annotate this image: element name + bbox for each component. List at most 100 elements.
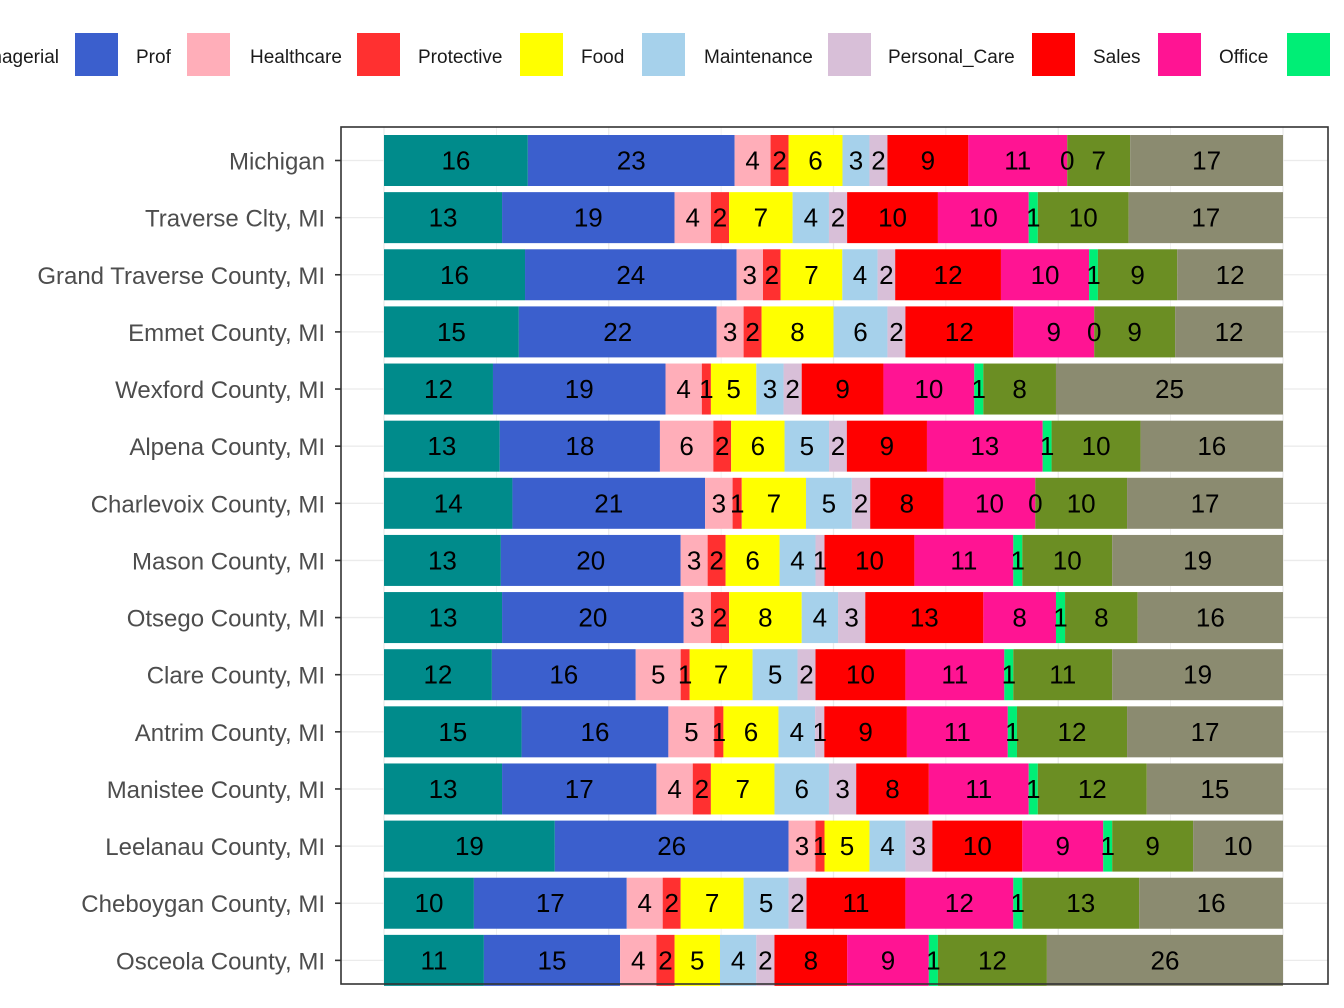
data-label-construction: 9 <box>1130 260 1144 290</box>
bar-segment-office <box>983 592 1056 644</box>
data-label-office: 9 <box>1056 831 1070 861</box>
data-label-maintenance: 4 <box>813 603 827 633</box>
data-label-construction: 9 <box>1145 831 1159 861</box>
bar-segment-office <box>1022 820 1104 872</box>
y-tick-label: Manistee County, MI <box>107 777 325 804</box>
data-label-personal-care: 1 <box>813 717 827 747</box>
data-label-prof: 23 <box>617 146 646 176</box>
data-label-protective: 2 <box>695 774 709 804</box>
data-label-office: 12 <box>945 888 974 918</box>
data-label-healthcare: 3 <box>712 488 726 518</box>
data-label-prof: 17 <box>565 774 594 804</box>
data-label-sales: 10 <box>878 203 907 233</box>
data-label-office: 10 <box>969 203 998 233</box>
bar-segment-maintenance <box>842 135 870 186</box>
bar-segment-healthcare <box>788 820 816 872</box>
legend-key-maintenance <box>642 33 685 76</box>
bar-segment-food <box>780 249 843 301</box>
data-label-farming: 1 <box>1005 717 1019 747</box>
bar-segment-protective <box>662 877 681 929</box>
legend-key-office <box>1158 33 1201 76</box>
legend-label-office: Office <box>1219 47 1268 68</box>
bar-segment-managerial <box>384 877 474 929</box>
bar-segment-healthcare <box>626 877 663 929</box>
bar-segment-sales <box>932 820 1023 872</box>
data-label-production: 19 <box>1183 660 1212 690</box>
data-label-managerial: 11 <box>420 945 447 975</box>
data-label-office: 11 <box>941 660 968 690</box>
y-tick-label: Michigan <box>229 149 325 176</box>
y-tick-label: Cheboygan County, MI <box>81 891 325 918</box>
data-label-managerial: 13 <box>429 603 458 633</box>
bar-segment-construction <box>1051 420 1141 472</box>
data-label-food: 5 <box>690 945 704 975</box>
data-label-production: 16 <box>1196 603 1225 633</box>
bar-segment-prof <box>554 820 789 872</box>
bar-segment-healthcare <box>668 706 715 758</box>
bar-segment-personal-care <box>828 763 857 815</box>
data-label-food: 8 <box>758 603 772 633</box>
bar-segment-personal-care <box>756 934 775 986</box>
data-label-construction: 10 <box>1053 545 1082 575</box>
data-label-maintenance: 4 <box>790 717 804 747</box>
data-label-sales: 8 <box>804 945 818 975</box>
data-label-farming: 1 <box>926 945 940 975</box>
data-label-healthcare: 4 <box>686 203 700 233</box>
data-label-construction: 13 <box>1066 888 1095 918</box>
data-label-office: 8 <box>1012 603 1026 633</box>
data-label-protective: 2 <box>713 603 727 633</box>
data-label-sales: 9 <box>921 146 935 176</box>
bar-segment-prof <box>491 649 636 701</box>
bar-segment-healthcare <box>620 934 657 986</box>
data-label-healthcare: 6 <box>679 431 693 461</box>
bar-segment-office <box>883 363 975 415</box>
data-label-construction: 8 <box>1012 374 1026 404</box>
data-label-maintenance: 5 <box>800 431 814 461</box>
data-label-farming: 1 <box>1026 203 1040 233</box>
bar-segment-managerial <box>384 363 493 415</box>
bar-segment-managerial <box>384 192 503 244</box>
bar-segment-food <box>725 534 780 586</box>
bar-segment-managerial <box>384 820 555 872</box>
y-tick-label: Alpena County, MI <box>129 434 325 461</box>
bar-segment-maintenance <box>778 706 816 758</box>
bar-segment-prof <box>521 706 669 758</box>
bar-segment-construction <box>1065 592 1138 644</box>
data-label-construction: 9 <box>1127 317 1141 347</box>
bar-segment-personal-care <box>828 192 848 244</box>
bar-segment-protective <box>707 534 726 586</box>
bar-segment-managerial <box>384 306 519 358</box>
data-label-food: 7 <box>804 260 818 290</box>
data-label-protective: 2 <box>658 945 672 975</box>
bar-segment-managerial <box>384 763 503 815</box>
data-label-construction: 12 <box>1058 717 1087 747</box>
bar-segment-production <box>1139 877 1283 929</box>
bar-segment-maintenance <box>869 820 906 872</box>
bar-segment-prof <box>492 363 666 415</box>
bar-segment-healthcare <box>716 306 744 358</box>
data-label-sales: 9 <box>835 374 849 404</box>
y-tick-label: Osceola County, MI <box>116 948 325 975</box>
data-label-prof: 19 <box>574 203 603 233</box>
data-label-production: 16 <box>1197 431 1226 461</box>
bar-segment-sales <box>887 135 969 186</box>
data-label-maintenance: 5 <box>768 660 782 690</box>
bar-segment-managerial <box>384 477 513 529</box>
data-label-production: 17 <box>1191 203 1220 233</box>
data-label-prof: 15 <box>538 945 567 975</box>
data-label-office: 10 <box>914 374 943 404</box>
bar-segment-managerial <box>384 249 526 301</box>
bar-segment-production <box>1055 363 1283 415</box>
bar-segment-sales <box>865 592 984 644</box>
data-label-personal-care: 2 <box>889 317 903 347</box>
bar-segment-prof <box>525 249 737 301</box>
data-label-office: 9 <box>881 945 895 975</box>
bar-segment-construction <box>1067 135 1131 186</box>
bar-segment-personal-care <box>877 249 896 301</box>
data-label-personal-care: 2 <box>831 203 845 233</box>
bar-segment-healthcare <box>659 420 714 472</box>
bar-segment-office <box>968 135 1068 186</box>
bar-segment-maintenance <box>805 477 852 529</box>
bar-segment-sales <box>905 306 1014 358</box>
bar-segment-protective <box>710 192 730 244</box>
